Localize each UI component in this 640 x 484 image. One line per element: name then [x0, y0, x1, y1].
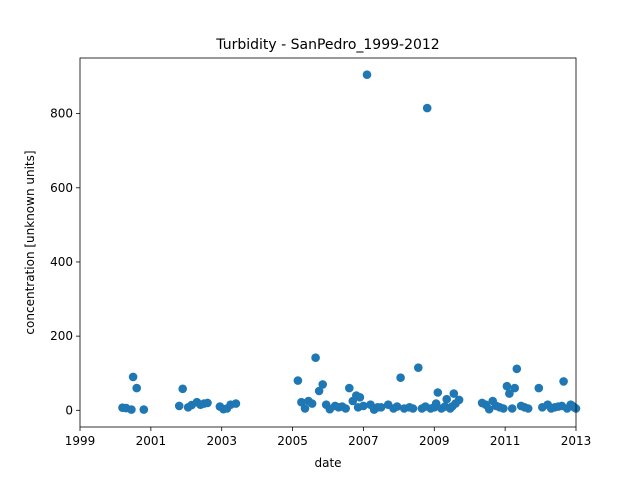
data-point	[307, 399, 317, 408]
data-point	[178, 384, 187, 394]
data-point	[523, 404, 533, 413]
data-point	[505, 389, 514, 398]
data-point	[355, 393, 365, 402]
data-point	[484, 404, 494, 414]
data-point	[174, 401, 184, 411]
data-point	[311, 353, 320, 363]
data-point	[499, 404, 508, 413]
data-point	[297, 397, 306, 407]
data-point	[534, 383, 544, 393]
y-axis-ticks: 0 200 400 600 800	[50, 107, 80, 417]
data-point	[507, 404, 517, 413]
data-point	[128, 372, 138, 382]
y-axis-label: concentration [unknown units]	[23, 150, 37, 334]
data-point	[203, 398, 212, 408]
data-point	[314, 386, 324, 396]
plot-area-frame	[79, 57, 577, 428]
x-tick-label: 2009	[419, 434, 450, 448]
data-point	[359, 401, 368, 411]
data-point	[502, 381, 512, 391]
x-tick-label: 2005	[277, 434, 308, 448]
data-point	[422, 103, 432, 113]
data-point	[139, 405, 149, 414]
data-point	[318, 380, 328, 389]
data-point	[231, 399, 241, 408]
data-point	[300, 404, 310, 413]
data-point	[408, 404, 418, 413]
data-point	[341, 404, 351, 413]
x-tick-label: 2001	[136, 434, 167, 448]
data-point	[132, 383, 141, 393]
data-point	[454, 395, 464, 405]
data-point	[127, 405, 136, 414]
data-point	[449, 389, 459, 398]
data-point	[362, 70, 372, 79]
x-tick-label: 2011	[490, 434, 521, 448]
x-tick-label: 2003	[206, 434, 237, 448]
data-point	[396, 373, 405, 383]
data-point	[414, 363, 423, 373]
chart-title: Turbidity - SanPedro_1999-2012	[215, 37, 439, 53]
data-point	[433, 388, 443, 397]
y-tick-label: 800	[50, 107, 73, 121]
data-point	[442, 394, 452, 404]
data-point	[392, 402, 402, 411]
data-point	[510, 383, 519, 393]
data-point	[559, 377, 568, 386]
x-tick-label: 2007	[348, 434, 379, 448]
y-tick-label: 600	[50, 181, 73, 195]
x-tick-label: 1999	[65, 434, 96, 448]
data-point	[376, 403, 386, 412]
y-tick-label: 0	[65, 403, 73, 417]
data-point	[512, 364, 522, 374]
x-axis-ticks: 1999 2001 2003 2005 2007 2009 2011 2013	[65, 427, 592, 448]
x-tick-label: 2013	[561, 434, 592, 448]
data-point	[345, 383, 354, 393]
y-tick-label: 200	[50, 329, 73, 343]
data-point	[293, 376, 303, 385]
y-tick-label: 400	[50, 255, 73, 269]
data-points	[118, 70, 581, 414]
x-axis-label: date	[314, 456, 341, 470]
